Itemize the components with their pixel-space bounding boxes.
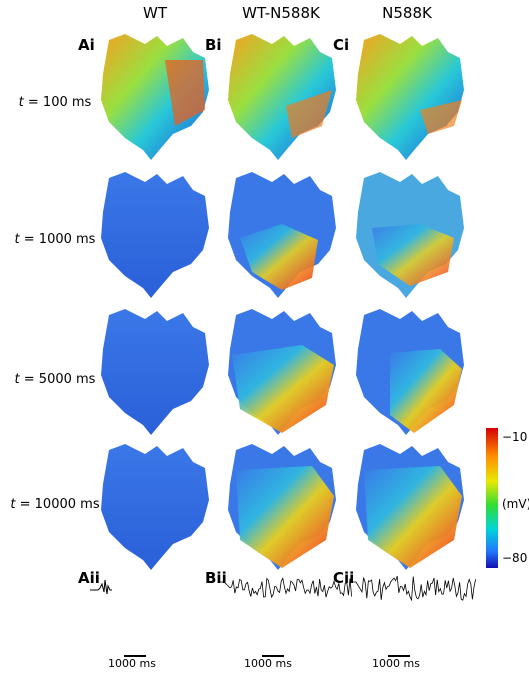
colorbar-unit-label: (mV)	[502, 497, 529, 511]
scale-bar-b	[262, 655, 284, 657]
panel-label-aii: Aii	[78, 569, 100, 587]
ecg-trace-wt	[90, 579, 112, 595]
scale-bar-c	[388, 655, 410, 657]
colorbar-min-label: −80	[502, 551, 528, 565]
heart-map-n588k-10000ms	[356, 444, 464, 570]
heart-map-wt-10000ms	[101, 444, 209, 570]
scale-label-c: 1000 ms	[372, 657, 420, 670]
ecg-trace-wt-n588k	[220, 577, 352, 599]
scale-label-b: 1000 ms	[244, 657, 292, 670]
heart-map-wt-1000ms	[101, 172, 209, 298]
column-title-wt-n588k: WT-N588K	[242, 4, 320, 22]
heart-map-wt-100ms	[101, 34, 209, 160]
heart-map-n588k-5000ms	[356, 309, 464, 435]
time-label-row-4: t = 10000 ms	[10, 497, 100, 512]
scale-bar-a	[124, 655, 146, 657]
heart-map-wt-n588k-1000ms	[228, 172, 336, 298]
panel-label-bi: Bi	[205, 36, 222, 54]
column-title-wt: WT	[143, 4, 167, 22]
time-label-row-1: t = 100 ms	[18, 95, 92, 110]
heart-map-wt-5000ms	[101, 309, 209, 435]
heart-map-n588k-1000ms	[356, 172, 464, 298]
heart-map-wt-n588k-100ms	[228, 34, 336, 160]
panel-label-bii: Bii	[205, 569, 227, 587]
heart-map-wt-n588k-5000ms	[228, 309, 336, 435]
time-label-row-3: t = 5000 ms	[14, 372, 96, 387]
scale-label-a: 1000 ms	[108, 657, 156, 670]
time-label-row-2: t = 1000 ms	[14, 232, 96, 247]
panel-label-ai: Ai	[78, 36, 95, 54]
colorbar-max-label: −10	[502, 430, 528, 444]
panel-label-cii: Cii	[333, 569, 355, 587]
heart-map-wt-n588k-10000ms	[228, 444, 336, 570]
panel-label-ci: Ci	[333, 36, 350, 54]
voltage-colorbar	[486, 428, 498, 568]
heart-map-n588k-100ms	[356, 34, 464, 160]
column-title-n588k: N588K	[382, 4, 432, 22]
ecg-trace-n588k	[352, 575, 476, 602]
